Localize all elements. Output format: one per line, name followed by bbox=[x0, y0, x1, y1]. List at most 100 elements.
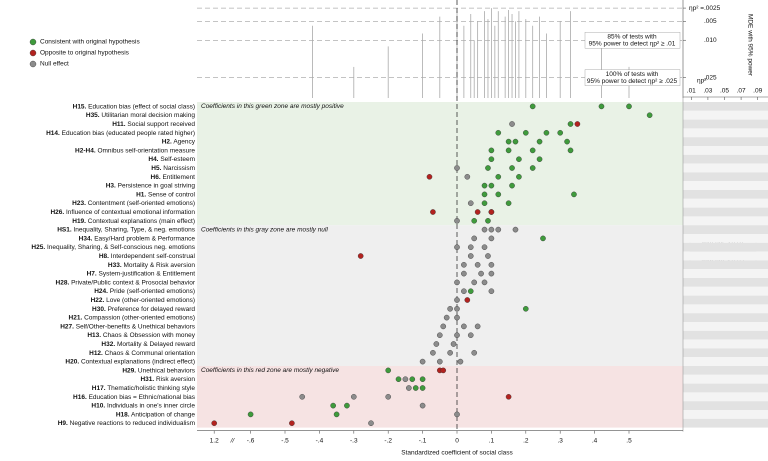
point bbox=[529, 147, 536, 154]
point bbox=[474, 261, 481, 268]
row-text: Chaos & Communal orientation bbox=[105, 350, 196, 357]
point bbox=[505, 200, 512, 206]
x-tick-label: .5 bbox=[626, 437, 632, 444]
point bbox=[481, 244, 488, 250]
effects-tick-label: .05 bbox=[720, 88, 729, 95]
point bbox=[485, 253, 491, 259]
point bbox=[567, 147, 574, 154]
point bbox=[350, 393, 357, 400]
row-text: Social support received bbox=[127, 121, 195, 128]
zone-note: Coefficients in this green zone are most… bbox=[201, 103, 344, 110]
row-text: Self-esteem bbox=[160, 156, 195, 163]
annotation-box bbox=[584, 32, 681, 49]
point bbox=[467, 244, 474, 250]
point bbox=[395, 376, 402, 383]
row-text: Love (other-oriented emotions) bbox=[106, 297, 195, 304]
row-label: H13. Chaos & Obsession with money bbox=[87, 332, 195, 339]
row-text: Sense of control bbox=[148, 191, 196, 198]
row-label: H10. Individuals in one’s inner circle bbox=[91, 402, 195, 409]
row-label: H17. Thematic/holistic thinking style bbox=[92, 385, 196, 392]
effect-band bbox=[683, 418, 768, 428]
row-label: H24. Pride (self-oriented emotions) bbox=[94, 288, 195, 295]
row-label: H1. Sense of control bbox=[136, 191, 195, 198]
row-text: Self/Other-benefits & Unethical behavior… bbox=[76, 323, 196, 330]
point bbox=[330, 402, 336, 409]
x-tick-label: -.5 bbox=[281, 437, 289, 444]
point bbox=[516, 173, 522, 180]
point bbox=[495, 191, 502, 198]
point bbox=[495, 129, 502, 136]
point bbox=[505, 138, 512, 145]
point bbox=[419, 376, 426, 383]
point bbox=[567, 121, 574, 127]
effect-band bbox=[683, 269, 768, 278]
legend-label: Null effect bbox=[40, 61, 69, 68]
legend-marker bbox=[29, 49, 37, 57]
point bbox=[505, 147, 512, 154]
row-id: H12. bbox=[89, 350, 103, 357]
point bbox=[536, 156, 543, 162]
point bbox=[495, 226, 502, 233]
row-id: H32. bbox=[101, 341, 115, 348]
point bbox=[471, 235, 478, 242]
row-text: Individuals in one’s inner circle bbox=[107, 402, 195, 409]
row-label: H21. Compassion (other-oriented emotions… bbox=[69, 314, 195, 321]
point bbox=[461, 323, 467, 330]
point bbox=[488, 261, 495, 268]
row-text: Education bias (effect of social class) bbox=[88, 103, 195, 110]
point bbox=[454, 165, 460, 171]
row-id: H18. bbox=[116, 411, 130, 418]
row-id: H31. bbox=[140, 376, 154, 383]
effect-band bbox=[683, 102, 768, 111]
annotation-text: 85% of tests with bbox=[607, 33, 657, 40]
effect-band bbox=[683, 278, 768, 287]
effect-band bbox=[683, 286, 768, 296]
effect-band bbox=[683, 348, 768, 358]
effect-band bbox=[683, 234, 768, 243]
row-label: H31. Risk aversion bbox=[140, 376, 195, 383]
point bbox=[368, 420, 374, 427]
row-label: H30. Preference for delayed reward bbox=[92, 306, 195, 313]
row-text: Utilitarian moral decision making bbox=[101, 112, 195, 119]
row-text: Chaos & Obsession with money bbox=[103, 332, 196, 339]
point bbox=[478, 270, 484, 277]
row-id: H7. bbox=[87, 270, 97, 277]
point bbox=[433, 341, 440, 347]
effect-band bbox=[683, 251, 768, 261]
point bbox=[464, 297, 471, 303]
row-label: H14. Education bias (educated people rat… bbox=[46, 130, 195, 137]
effect-band bbox=[683, 357, 768, 366]
point bbox=[626, 103, 632, 110]
x-axis-title: Standardized coefficient of social class bbox=[401, 450, 513, 457]
effect-band bbox=[683, 163, 768, 173]
row-id: H30. bbox=[92, 306, 106, 313]
row-text: Unethical behaviors bbox=[138, 367, 196, 374]
row-label: H18. Anticipation of change bbox=[116, 411, 196, 418]
point bbox=[509, 121, 515, 127]
point bbox=[419, 358, 426, 365]
row-text: Education bias = Ethnic/national bias bbox=[89, 394, 196, 401]
point bbox=[454, 279, 460, 286]
effect-band bbox=[683, 172, 768, 182]
effect-band bbox=[683, 181, 768, 190]
row-label: H25. Inequality, Sharing, & Self-conscio… bbox=[31, 244, 195, 251]
effect-band bbox=[683, 304, 768, 314]
point bbox=[333, 411, 340, 418]
y-tick-label: .005 bbox=[704, 18, 717, 25]
point bbox=[440, 323, 447, 330]
effects-tick-label: .01 bbox=[687, 88, 696, 95]
row-text: Preference for delayed reward bbox=[108, 306, 196, 313]
zone-note: Coefficients in this red zone are mostly… bbox=[201, 367, 339, 374]
point bbox=[344, 402, 350, 409]
row-id: H19. bbox=[72, 218, 86, 225]
point bbox=[488, 288, 495, 295]
point bbox=[564, 138, 570, 145]
point bbox=[454, 314, 460, 321]
row-label: H19. Contextual explanations (main effec… bbox=[72, 218, 195, 225]
effects-axis-title: ηp² bbox=[697, 78, 707, 85]
row-text: Negative reactions to reduced individual… bbox=[70, 420, 195, 427]
point bbox=[646, 112, 653, 118]
row-id: H25. bbox=[31, 244, 45, 251]
effect-band bbox=[683, 128, 768, 138]
point bbox=[488, 270, 495, 277]
